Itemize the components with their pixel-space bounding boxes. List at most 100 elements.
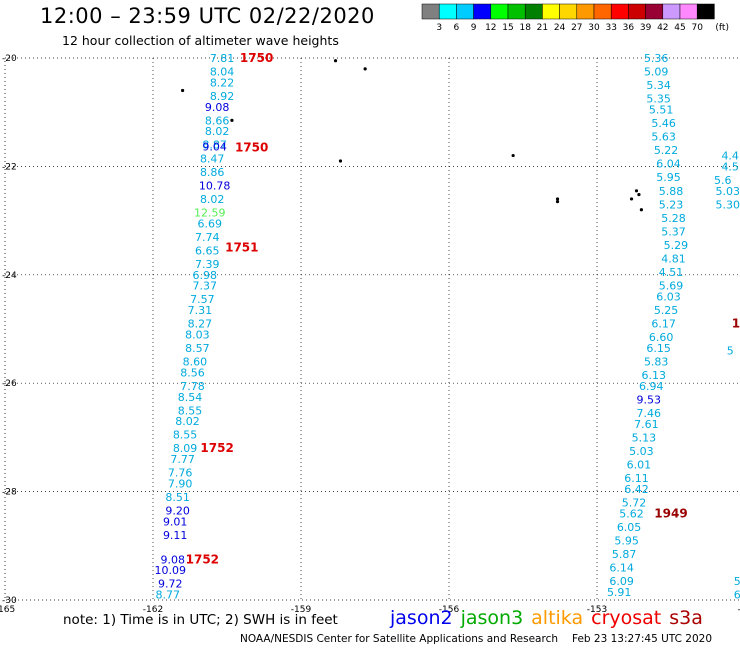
island-marker: [338, 159, 343, 163]
time-label: 1752: [186, 552, 219, 566]
swh-label: 10.78: [199, 179, 231, 192]
legend-label: 3: [436, 23, 442, 33]
swh-label: 6.01: [627, 459, 652, 472]
swh-label: 5.36: [644, 52, 669, 65]
x-tick-label: -159: [291, 605, 312, 615]
grid-lines: [5, 58, 740, 600]
credit-text: NOAA/NESDIS Center for Satellite Applica…: [240, 633, 558, 645]
swh-label: 8.47: [200, 152, 225, 165]
island-marker: [629, 197, 634, 201]
x-tick-label: -153: [587, 605, 607, 615]
y-tick-label: -30: [2, 596, 17, 606]
swh-label: 7.37: [193, 280, 218, 293]
swh-label: 5.09: [644, 66, 669, 79]
swh-label: 8.02: [175, 415, 200, 428]
island-marker: [634, 189, 639, 193]
y-tick-label: -24: [2, 271, 17, 281]
swh-label: 5.29: [664, 239, 689, 252]
swh-label: 6.65: [195, 244, 220, 257]
legend-unit: (ft): [715, 23, 729, 33]
swh-label: 7.39: [195, 258, 220, 271]
time-label: 19: [732, 317, 740, 331]
y-tick-label: -22: [2, 162, 17, 172]
swh-label: 6.17: [651, 318, 676, 331]
satellite-altika: altika: [531, 607, 584, 629]
swh-label: 8.60: [183, 356, 208, 369]
satellite-cryosat: cryosat: [591, 607, 662, 629]
generated-timestamp: Feb 23 13:27:45 UTC 2020: [572, 633, 712, 645]
footnote: note: 1) Time is in UTC; 2) SWH is in fe…: [63, 612, 338, 628]
swh-label: 8.86: [200, 166, 225, 179]
swh-label: 6.60: [649, 331, 674, 344]
island-marker: [230, 118, 234, 122]
swh-label: 5.30: [715, 198, 740, 211]
axis-tick-labels: -165 -162 -159 -156 -153 -15 -20 -22 -24 -26 -28 -3…: [0, 54, 740, 615]
satellite-s3a: s3a: [669, 607, 703, 629]
swh-data-labels: 7.818.048.228.929.088.668.028.879.048.47…: [155, 52, 740, 602]
swh-label: 9.72: [158, 578, 183, 591]
swh-label: 9.11: [163, 529, 188, 542]
swh-label: 7.57: [190, 293, 215, 306]
swh-label: 8.66: [205, 114, 230, 127]
swh-label: 6.04: [656, 158, 681, 171]
swh-label: 4.51: [659, 266, 684, 279]
swh-label: 8.22: [210, 76, 235, 89]
swh-label: 8.55: [173, 429, 198, 442]
swh-label: 5.69: [659, 280, 684, 293]
satellite-legend: jason2 jason3 altika cryosat s3a: [390, 607, 711, 629]
swh-label: 8.51: [165, 491, 190, 504]
swh-label: 8.87: [202, 139, 227, 152]
swh-label: 4.5: [721, 160, 739, 173]
island-marker: [363, 67, 367, 71]
swh-label: 5.28: [661, 212, 686, 225]
island-marker: [637, 192, 641, 197]
time-label: 1751: [225, 241, 258, 255]
frame-border: [4, 57, 740, 601]
time-label: 1750: [240, 51, 273, 65]
island-marker: [555, 200, 560, 204]
swh-label: 10.09: [155, 564, 187, 577]
time-label: 1949: [654, 506, 687, 520]
time-labels: 1750 1750 1751 1752 1752 1949 19: [186, 51, 740, 566]
swh-label: 8.56: [180, 366, 205, 379]
swh-label: 7.46: [637, 407, 662, 420]
island-marker: [639, 208, 644, 212]
legend-label: 33: [605, 23, 616, 33]
swh-label: 7.31: [188, 304, 213, 317]
legend-label: 27: [571, 23, 582, 33]
swh-label: 5.03: [629, 445, 654, 458]
swh-label: 8.77: [156, 589, 181, 602]
time-label: 1752: [200, 441, 233, 455]
legend-label: 39: [640, 23, 652, 33]
swh-label: 5.22: [654, 144, 679, 157]
credit-line: NOAA/NESDIS Center for Satellite Applica…: [240, 633, 712, 645]
swh-label: 5.46: [651, 117, 676, 130]
island-marker: [511, 153, 515, 158]
legend-label: 24: [554, 23, 566, 33]
legend-label: 9: [471, 23, 477, 33]
swh-label: 4.4: [721, 150, 739, 163]
satellite-jason2: jason2: [390, 607, 453, 629]
x-tick-label: -165: [0, 605, 15, 615]
swh-label: 9.04: [202, 140, 227, 153]
legend-label: 45: [674, 23, 685, 33]
swh-label: 6.05: [617, 521, 642, 534]
swh-label: 5.35: [646, 93, 671, 106]
swh-label: 5.13: [632, 431, 657, 444]
swh-label: 8.02: [200, 193, 225, 206]
legend-label: 36: [623, 23, 635, 33]
legend-label: 15: [502, 23, 513, 33]
swh-label: 5.87: [612, 548, 637, 561]
swh-label: 7.81: [210, 52, 235, 65]
swh-label: 5.63: [651, 131, 676, 144]
swh-label: 6.03: [656, 290, 681, 303]
legend-label: 70: [691, 23, 703, 33]
page-title: 12:00 – 23:59 UTC 02/22/2020: [40, 4, 375, 28]
swh-label: 5.51: [649, 103, 674, 116]
plot-frame: [4, 57, 740, 601]
swh-label: 4.81: [661, 253, 686, 266]
swh-label: 5.23: [659, 198, 684, 211]
legend-label: 18: [519, 23, 531, 33]
swh-label: 8.54: [178, 391, 203, 404]
